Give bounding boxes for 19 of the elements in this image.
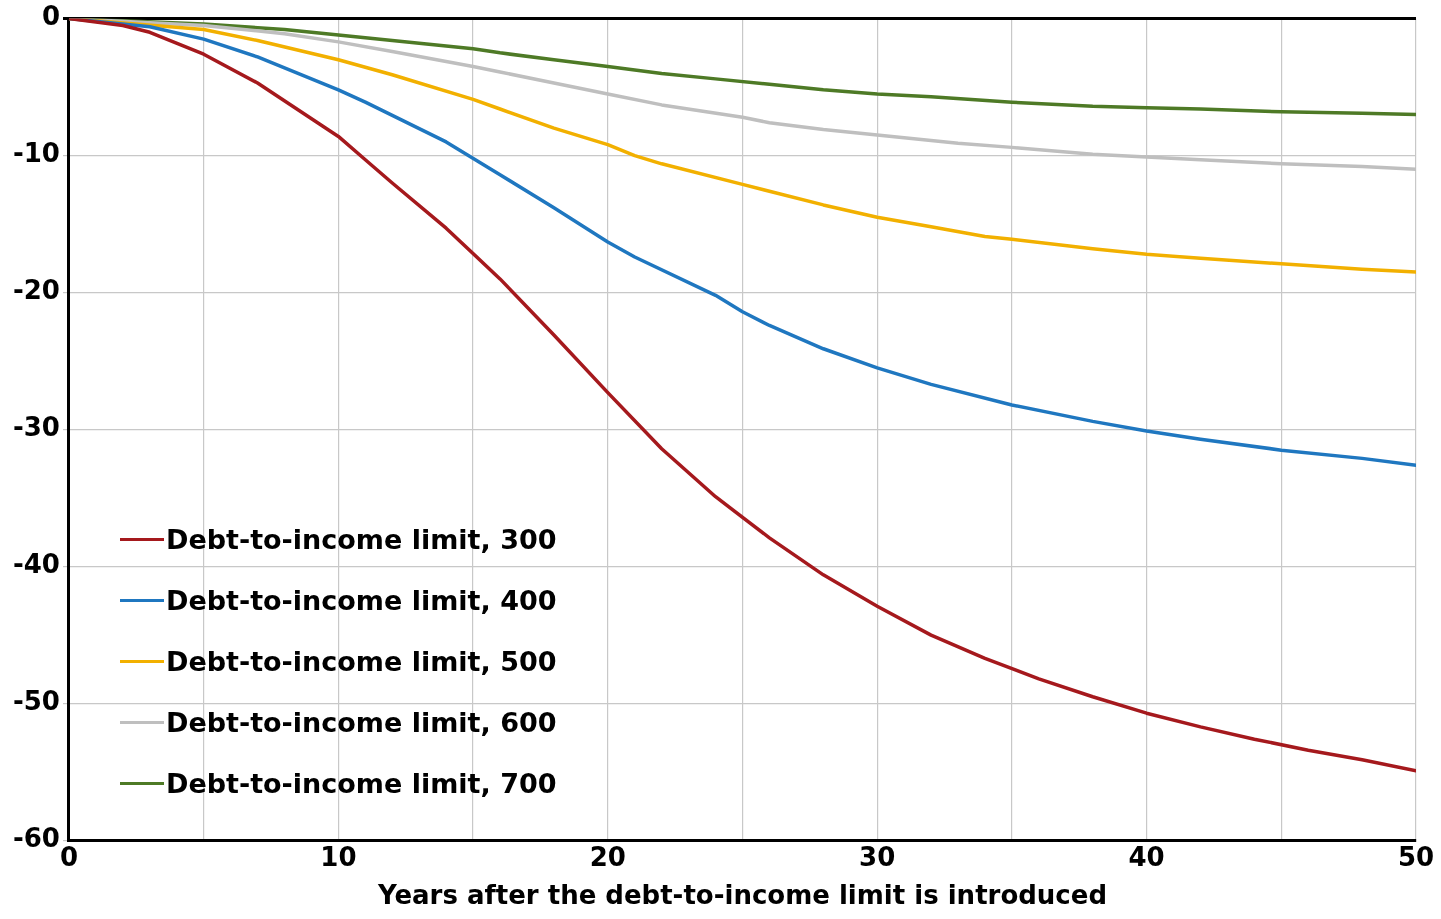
y-tick-label: -20 bbox=[12, 275, 60, 306]
legend-label: Debt-to-income limit, 500 bbox=[166, 646, 557, 677]
y-tick-label: -40 bbox=[12, 549, 60, 580]
x-tick-label: 10 bbox=[320, 841, 357, 872]
x-tick-label: 20 bbox=[589, 841, 626, 872]
x-tick-label: 40 bbox=[1128, 841, 1165, 872]
legend-label: Debt-to-income limit, 600 bbox=[166, 707, 557, 738]
x-tick-label: 0 bbox=[59, 841, 79, 872]
y-tick-label: -10 bbox=[12, 138, 60, 169]
y-tick-label: -60 bbox=[12, 823, 60, 854]
y-tick-label: -30 bbox=[12, 412, 60, 443]
y-tick-label: 0 bbox=[41, 1, 60, 32]
legend-label: Debt-to-income limit, 300 bbox=[166, 524, 557, 555]
y-tick-label: -50 bbox=[12, 686, 60, 717]
legend-label: Debt-to-income limit, 700 bbox=[166, 768, 557, 799]
x-tick-label: 50 bbox=[1397, 841, 1435, 872]
x-axis-title: Years after the debt-to-income limit is introduced bbox=[376, 880, 1108, 911]
x-tick-label: 30 bbox=[859, 841, 896, 872]
legend-label: Debt-to-income limit, 400 bbox=[166, 585, 557, 616]
